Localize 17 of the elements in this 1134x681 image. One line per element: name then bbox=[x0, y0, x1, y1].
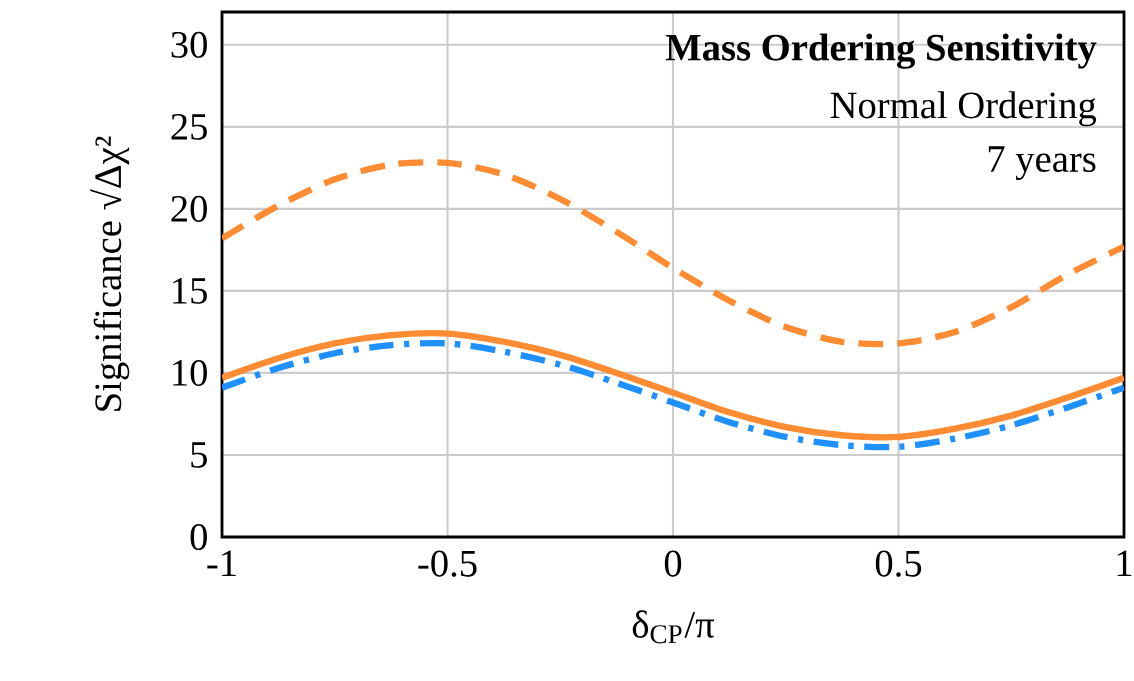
x-tick-label: 0.5 bbox=[875, 550, 922, 577]
y-tick-label: 20 bbox=[171, 195, 207, 222]
text: Mass Ordering Sensitivity bbox=[665, 33, 1097, 69]
annotation: 7 years bbox=[988, 146, 1096, 180]
x-tick-label: 1 bbox=[1117, 550, 1132, 577]
text: Normal Ordering bbox=[830, 91, 1097, 127]
y-axis-title: Significance √Δχ² bbox=[90, 136, 130, 411]
y-tick-label: 15 bbox=[173, 277, 207, 304]
y-tick-label: 0 bbox=[190, 523, 207, 551]
y-tick-label: 5 bbox=[191, 442, 207, 468]
y-tick-label: 10 bbox=[173, 359, 207, 386]
x-tick-label: -1 bbox=[207, 550, 236, 577]
y-tick-label: 30 bbox=[171, 31, 207, 58]
x-axis-title: δ$_{CP}$/π bbox=[632, 610, 715, 644]
y-tick-label: 25 bbox=[171, 113, 207, 140]
x-tick-label: -0.5 bbox=[418, 550, 477, 577]
x-tick-label: 0 bbox=[664, 550, 682, 577]
